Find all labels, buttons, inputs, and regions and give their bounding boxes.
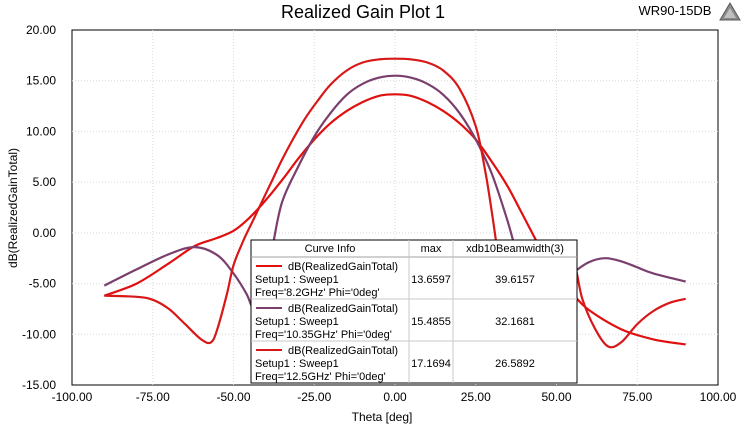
x-tick-label: 25.00	[461, 390, 491, 404]
y-tick-label: -10.00	[22, 327, 56, 341]
legend-row-12-5ghz-line3: Freq='12.5GHz' Phi='0deg'	[255, 371, 386, 383]
legend-header-beamwidth: xdb10Beamwidth(3)	[466, 243, 564, 255]
legend-row-12-5ghz-max: 17.1694	[411, 358, 451, 370]
x-tick-label: 0.00	[383, 390, 407, 404]
x-tick-label: 50.00	[541, 390, 571, 404]
ansys-logo-icon	[719, 2, 741, 21]
legend-row-10-35ghz-line1: dB(RealizedGainTotal)	[288, 303, 398, 315]
x-tick-label: 100.00	[700, 390, 737, 404]
y-tick-labels: 20.00 15.00 10.00 5.00 0.00 -5.00 -10.00 -15.00	[22, 23, 56, 392]
y-tick-label: 5.00	[33, 175, 57, 189]
legend-row-10-35ghz-line3: Freq='10.35GHz' Phi='0deg'	[255, 329, 392, 341]
y-tick-label: -5.00	[29, 277, 57, 291]
y-tick-label: -15.00	[22, 378, 56, 392]
legend-row-10-35ghz-line2: Setup1 : Sweep1	[255, 316, 339, 328]
legend-row-10-35ghz-max: 15.4855	[411, 316, 451, 328]
y-tick-label: 10.00	[26, 124, 56, 138]
legend-row-12-5ghz-line2: Setup1 : Sweep1	[255, 358, 339, 370]
corner-label: WR90-15DB	[639, 3, 712, 18]
legend-row-8-2ghz-beamwidth: 39.6157	[495, 274, 535, 286]
gridlines	[72, 30, 718, 385]
legend-table[interactable]: Curve Info max xdb10Beamwidth(3) dB(Real…	[250, 239, 578, 384]
legend-header-curve-info: Curve Info	[305, 243, 356, 255]
legend-row-8-2ghz-max: 13.6597	[411, 274, 451, 286]
x-tick-label: -25.00	[297, 390, 331, 404]
x-tick-label: 75.00	[622, 390, 652, 404]
x-tick-label: -50.00	[216, 390, 250, 404]
series-12-5ghz-line[interactable]	[104, 57, 686, 349]
y-tick-label: 15.00	[26, 74, 56, 88]
legend-row-8-2ghz-line2: Setup1 : Sweep1	[255, 274, 339, 286]
x-tick-label: -100.00	[52, 390, 93, 404]
y-tick-label: 0.00	[33, 226, 57, 240]
legend-header-max: max	[421, 243, 442, 255]
legend-row-8-2ghz-line3: Freq='8.2GHz' Phi='0deg'	[255, 287, 380, 299]
legend-row-12-5ghz-beamwidth: 26.5892	[495, 358, 535, 370]
y-axis-label: dB(RealizedGainTotal)	[6, 148, 20, 268]
legend-row-10-35ghz-beamwidth: 32.1681	[495, 316, 535, 328]
x-tick-labels: -100.00 -75.00 -50.00 -25.00 0.00 25.00 50.00 7…	[52, 390, 737, 404]
y-tick-label: 20.00	[26, 23, 56, 37]
x-axis-label: Theta [deg]	[352, 410, 413, 424]
chart-title: Realized Gain Plot 1	[281, 2, 445, 22]
x-tick-label: -75.00	[136, 390, 170, 404]
legend-row-12-5ghz-line1: dB(RealizedGainTotal)	[288, 345, 398, 357]
legend-box	[250, 239, 578, 384]
legend-row-8-2ghz-line1: dB(RealizedGainTotal)	[288, 261, 398, 273]
